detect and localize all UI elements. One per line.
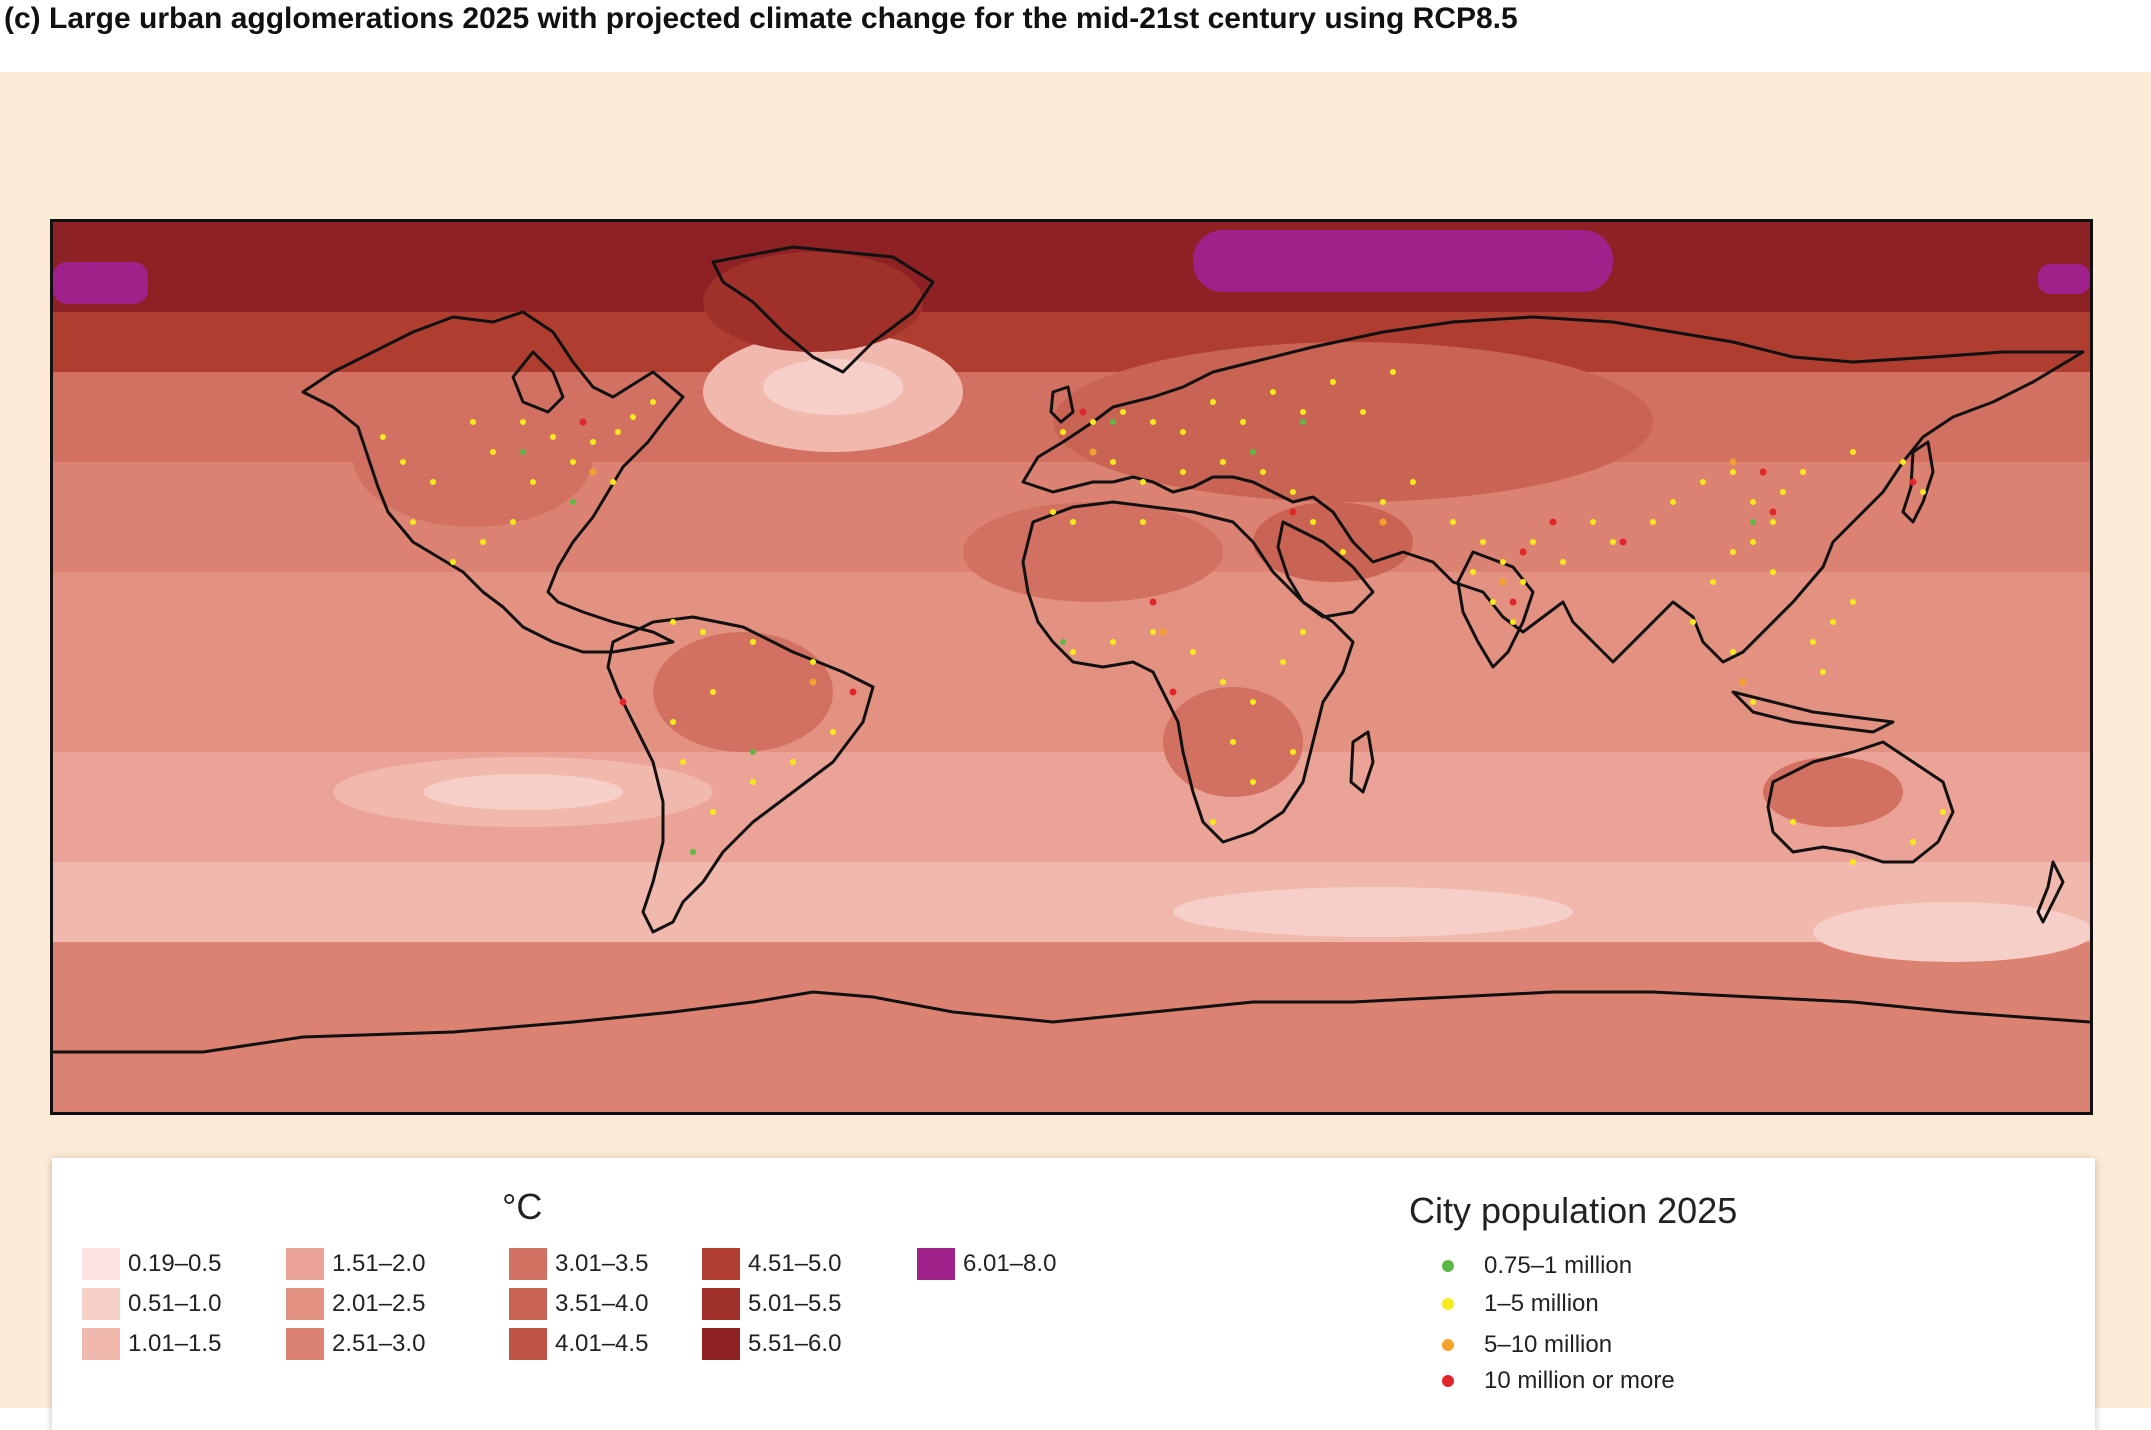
legend-bin: 5.01–5.5 [702,1288,841,1320]
legend-bin: 6.01–8.0 [917,1248,1056,1280]
british-isles [1049,385,1075,424]
legend-swatch [286,1248,324,1280]
legend-bin: 5.51–6.0 [702,1328,841,1360]
legend-swatch [509,1288,547,1320]
legend-bin: 3.51–4.0 [509,1288,648,1320]
warm-north-america-interior [353,387,593,527]
figure-panel: °C 0.19–0.5 0.51–1.0 1.01–1.5 1.51–2.0 2.01–… [0,72,2151,1430]
legend-bin: 3.01–3.5 [509,1248,648,1280]
coastlines [53,245,2090,1054]
legend-bin-label: 0.19–0.5 [128,1250,222,1277]
warm-sahara [963,502,1223,602]
warm-greenland [703,252,923,352]
legend-swatch [509,1248,547,1280]
arabia [1276,520,1375,619]
population-class-label: 5–10 million [1484,1331,1613,1358]
antarctica-coast [53,990,2090,1054]
band-southern-ocean [53,862,2090,942]
cool-north-atlantic-core [763,359,903,415]
south-america-coast [606,615,875,934]
map-canvas [53,222,2090,1112]
greenland [711,245,935,374]
legend-bin-label: 2.51–3.0 [332,1330,426,1357]
new-zealand [2036,860,2065,924]
legend-bin-label: 4.01–4.5 [555,1330,649,1357]
legend-bin-label: 5.51–6.0 [748,1330,842,1357]
cool-south-indian [1173,887,1573,937]
band-arctic [53,222,2090,312]
legend-swatch [917,1248,955,1280]
arctic-extreme-chukotka [53,262,148,304]
north-america-coast [301,310,685,654]
legend-bin-label: 3.01–3.5 [555,1250,649,1277]
legend-bin-label: 1.01–1.5 [128,1330,222,1357]
cool-southern-ocean [1813,902,2090,962]
legend-unit: °C [502,1186,543,1227]
arctic-extreme-siberia [1193,230,1613,292]
population-dot-icon [1442,1260,1454,1272]
population-class-label: 1–5 million [1484,1290,1599,1317]
warm-siberia [1053,342,1653,502]
legend-bin-label: 6.01–8.0 [963,1250,1057,1277]
population-dot-icon [1442,1339,1454,1351]
legend-bin: 4.51–5.0 [702,1248,841,1280]
warm-amazon [653,632,833,752]
world-map[interactable] [50,219,2093,1115]
europe-asia-coast [1021,315,2085,664]
population-dot-icon [1442,1298,1454,1310]
legend-bin: 2.51–3.0 [286,1328,425,1360]
legend-bin-label: 5.01–5.5 [748,1290,842,1317]
figure-title: (c) Large urban agglomerations 2025 with… [4,2,1518,35]
legend-bin-label: 0.51–1.0 [128,1290,222,1317]
legend-swatch [509,1328,547,1360]
legend-bin-label: 4.51–5.0 [748,1250,842,1277]
population-class-label: 10 million or more [1484,1367,1675,1394]
africa-coast [1021,500,1355,844]
population-class: 5–10 million [1442,1330,1612,1360]
legend-bin: 4.01–4.5 [509,1328,648,1360]
legend-swatch [702,1288,740,1320]
population-legend-title: City population 2025 [1409,1190,1738,1231]
cities-10-million-plus [579,408,1917,706]
legend-swatch [702,1328,740,1360]
cities-5-10-million [589,448,1747,686]
legend-swatch [82,1328,120,1360]
band-high-north [53,312,2090,372]
legend-bin: 2.01–2.5 [286,1288,425,1320]
cities-1-5-million [380,369,1946,865]
legend-swatch [286,1328,324,1360]
warm-australia [1763,757,1903,827]
legend-swatch [82,1248,120,1280]
legend-bin: 1.51–2.0 [286,1248,425,1280]
band-antarctic-rim [53,942,2090,1112]
legend-bin: 0.51–1.0 [82,1288,221,1320]
legend-bin: 1.01–1.5 [82,1328,221,1360]
japan [1901,440,1935,524]
madagascar [1349,730,1375,794]
legend-swatch [82,1288,120,1320]
cool-south-pacific-core [423,774,623,810]
cities-0-75-1-million [520,419,1756,855]
legend-bin: 0.19–0.5 [82,1248,221,1280]
population-dot-icon [1442,1375,1454,1387]
hudson-bay [511,350,565,414]
population-class: 10 million or more [1442,1366,1675,1396]
legend-bin-label: 3.51–4.0 [555,1290,649,1317]
australia-coast [1766,740,1955,864]
legend-bin-label: 2.01–2.5 [332,1290,426,1317]
population-class: 0.75–1 million [1442,1251,1632,1281]
arctic-extreme-alaska [2038,264,2090,294]
legend-swatch [702,1248,740,1280]
legend-swatch [286,1288,324,1320]
population-class-label: 0.75–1 million [1484,1252,1633,1279]
indonesia [1731,690,1895,734]
legend-panel: °C 0.19–0.5 0.51–1.0 1.01–1.5 1.51–2.0 2.01–… [52,1158,2095,1430]
population-class: 1–5 million [1442,1289,1599,1319]
legend-bin-label: 1.51–2.0 [332,1250,426,1277]
